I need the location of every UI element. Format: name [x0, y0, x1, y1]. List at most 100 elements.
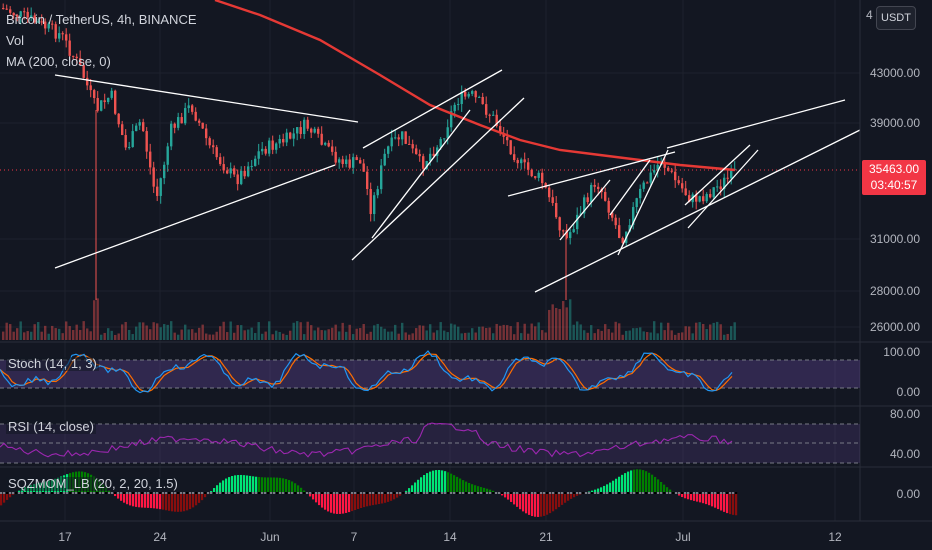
sqzmom-dot: [501, 492, 504, 494]
sqzmom-dot: [51, 492, 54, 494]
sqzmom-dot: [204, 492, 207, 494]
sqzmom-dot: [135, 492, 138, 494]
volume-bar: [86, 328, 89, 340]
candle-body: [569, 232, 572, 239]
volume-bar: [618, 323, 621, 340]
trendlines[interactable]: [54, 69, 861, 293]
ma-legend[interactable]: MA (200, close, 0): [6, 54, 111, 69]
candle-body: [688, 195, 691, 203]
sqzmom-bar: [414, 482, 417, 493]
sqzmom-dot: [483, 492, 486, 494]
volume-bar: [387, 331, 390, 340]
symbol-title[interactable]: Bitcoin / TetherUS, 4h, BINANCE: [6, 12, 197, 27]
candle-body: [628, 225, 631, 232]
price-candles[interactable]: [2, 3, 736, 300]
trendline: [54, 74, 359, 123]
sqzmom-dot: [606, 492, 609, 494]
sqzmom-dot: [336, 492, 339, 494]
volume-bar: [474, 332, 477, 340]
volume-bar: [317, 327, 320, 340]
sqzmom-dot: [339, 492, 342, 494]
volume-bar: [327, 329, 330, 340]
sqzmom-dot: [642, 492, 645, 494]
time-axis-label: 21: [539, 530, 553, 544]
volume-bar: [37, 322, 40, 340]
trendline: [609, 159, 651, 216]
volume-bar: [555, 307, 558, 340]
volume-bar: [299, 322, 302, 340]
candle-body: [117, 113, 120, 125]
volume-bar: [425, 330, 428, 340]
volume-bar: [422, 325, 425, 340]
candle-body: [44, 21, 47, 29]
sqzmom-dot: [327, 492, 330, 494]
sqzmom-dot: [453, 492, 456, 494]
volume-bar: [275, 330, 278, 340]
volume-bar: [436, 330, 439, 340]
volume-bar: [397, 333, 400, 340]
sqzmom-dot: [603, 492, 606, 494]
candle-body: [695, 194, 698, 202]
candle-body: [562, 230, 565, 232]
candle-body: [632, 207, 635, 226]
sqzmom-bar: [135, 493, 138, 507]
candle-body: [439, 139, 442, 148]
sqzmom-dot: [195, 492, 198, 494]
volume-legend[interactable]: Vol: [6, 33, 25, 48]
volume-bar: [159, 327, 162, 340]
volume-bar: [548, 309, 551, 340]
sqzmom-bar: [180, 493, 183, 512]
currency-button[interactable]: USDT: [876, 6, 916, 30]
volume-bar: [408, 334, 411, 340]
sqzmom-dot: [681, 492, 684, 494]
sqzmom-dot: [183, 492, 186, 494]
sqzmom-dot: [159, 492, 162, 494]
volume-bar: [9, 324, 12, 340]
sqzmom-bar: [561, 493, 564, 505]
sqzmom-dot: [633, 492, 636, 494]
sqzmom-dot: [675, 492, 678, 494]
sqzmom-dot: [408, 492, 411, 494]
sqzmom-dot: [93, 492, 96, 494]
candle-body: [684, 188, 687, 196]
sqzmom-dot: [540, 492, 543, 494]
candle-body: [89, 85, 92, 91]
volume-bar: [306, 321, 309, 340]
volume-bar: [639, 327, 642, 340]
sqzmom-bar: [558, 493, 561, 508]
sqzmom-bar: [489, 489, 492, 493]
sqzmom-dot: [585, 492, 588, 494]
sqzmom-bar: [720, 493, 723, 511]
volume-bar: [75, 324, 78, 340]
volume-bar: [401, 322, 404, 340]
volume-bar: [247, 329, 250, 340]
candle-body: [709, 194, 712, 198]
sqzmom-dot: [273, 492, 276, 494]
candle-body: [373, 195, 376, 215]
stoch-legend[interactable]: Stoch (14, 1, 3): [6, 356, 99, 371]
volume-bar: [572, 324, 575, 340]
sqzmom-dot: [420, 492, 423, 494]
sqzmom-dot: [618, 492, 621, 494]
sqzmom-bar: [681, 493, 684, 498]
candle-body: [590, 184, 593, 203]
volume-bar: [194, 332, 197, 340]
volume-bar: [82, 321, 85, 340]
candle-body: [271, 140, 274, 150]
sqzmom-dot: [153, 492, 156, 494]
sqzmom-bar: [381, 493, 384, 504]
sqzmom-dot: [216, 492, 219, 494]
volume-bar: [47, 333, 50, 340]
volume-bar: [240, 325, 243, 340]
candle-body: [415, 148, 418, 155]
sqzmom-dot: [69, 492, 72, 494]
sqzmom-legend[interactable]: SQZMOM_LB (20, 2, 20, 1.5): [6, 476, 180, 491]
rsi-legend[interactable]: RSI (14, close): [6, 419, 96, 434]
sqzmom-bar: [366, 493, 369, 507]
sqzmom-bar: [261, 477, 264, 493]
candle-body: [481, 96, 484, 105]
candle-body: [82, 64, 85, 78]
sqzmom-bar: [6, 493, 9, 500]
sqzmom-bar: [723, 493, 726, 512]
